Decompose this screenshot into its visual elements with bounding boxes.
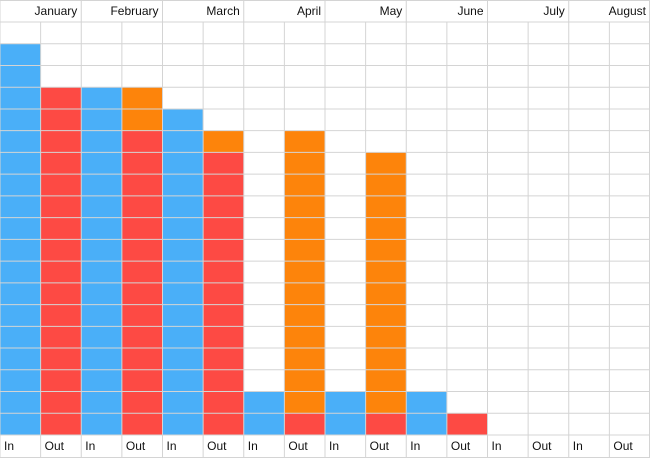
- column-label: In: [248, 439, 258, 453]
- column-label: Out: [370, 439, 390, 453]
- column-label: Out: [532, 439, 552, 453]
- bar: [446, 413, 488, 435]
- column-label: In: [85, 439, 95, 453]
- column-label: Out: [613, 439, 633, 453]
- month-label: April: [297, 4, 321, 18]
- column-label: In: [4, 439, 14, 453]
- column-label: In: [573, 439, 583, 453]
- column-label: Out: [45, 439, 65, 453]
- bar: [284, 413, 325, 435]
- month-label: March: [206, 4, 239, 18]
- bar: [284, 130, 325, 414]
- column-label: In: [492, 439, 502, 453]
- bar: [365, 413, 407, 435]
- bar: [203, 152, 244, 435]
- month-label: February: [110, 4, 158, 18]
- column-label: Out: [451, 439, 471, 453]
- bar: [162, 108, 204, 436]
- column-label: In: [167, 439, 177, 453]
- month-label: May: [380, 4, 403, 18]
- column-label: Out: [207, 439, 227, 453]
- month-label: June: [457, 4, 483, 18]
- month-label: July: [543, 4, 564, 18]
- column-label: Out: [288, 439, 308, 453]
- month-label: August: [609, 4, 647, 18]
- month-label: January: [35, 4, 78, 18]
- bar: [203, 130, 244, 153]
- column-label: In: [410, 439, 420, 453]
- column-label: Out: [126, 439, 146, 453]
- column-label: In: [329, 439, 339, 453]
